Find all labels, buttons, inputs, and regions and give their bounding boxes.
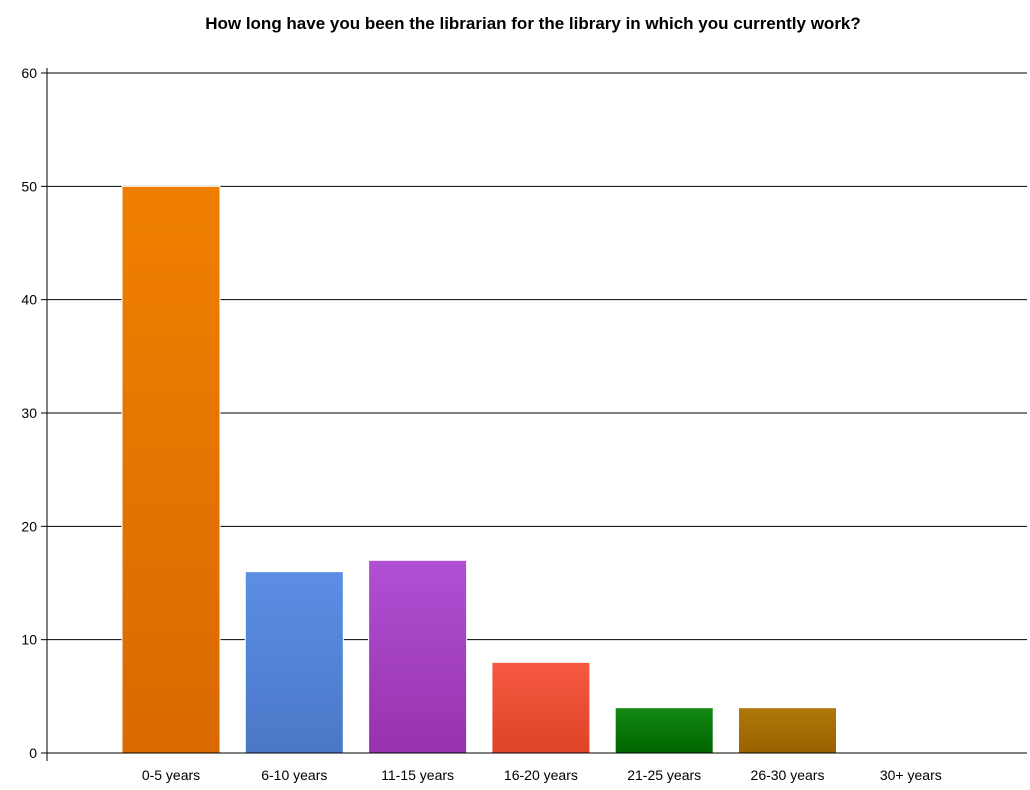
x-tick-label: 26-30 years bbox=[751, 767, 825, 783]
bar-11-15-years bbox=[368, 559, 468, 754]
y-tick-label: 0 bbox=[29, 745, 37, 761]
bar-0-5-years bbox=[121, 185, 221, 754]
x-tick-label: 0-5 years bbox=[142, 767, 200, 783]
y-tick-label: 50 bbox=[21, 178, 37, 194]
x-tick-label: 16-20 years bbox=[504, 767, 578, 783]
y-tick-label: 10 bbox=[21, 632, 37, 648]
x-tick-label: 21-25 years bbox=[627, 767, 701, 783]
y-tick-label: 30 bbox=[21, 405, 37, 421]
gridlines bbox=[47, 72, 1027, 641]
chart-title: How long have you been the librarian for… bbox=[205, 14, 861, 33]
bar-26-30-years bbox=[738, 707, 837, 754]
x-tick-label: 30+ years bbox=[880, 767, 942, 783]
bars bbox=[121, 185, 837, 754]
bar-6-10-years bbox=[244, 571, 344, 754]
bar-21-25-years bbox=[614, 707, 714, 754]
y-tick-label: 60 bbox=[21, 65, 37, 81]
y-tick-label: 20 bbox=[21, 518, 37, 534]
tick-labels: 0 10 20 30 40 50 60 0-5 years 6-10 years 11-15 ye… bbox=[21, 65, 941, 783]
x-tick-label: 6-10 years bbox=[261, 767, 327, 783]
y-tick-label: 40 bbox=[21, 292, 37, 308]
axes bbox=[41, 68, 1027, 761]
bar-16-20-years bbox=[491, 661, 591, 754]
x-tick-label: 11-15 years bbox=[381, 767, 454, 783]
